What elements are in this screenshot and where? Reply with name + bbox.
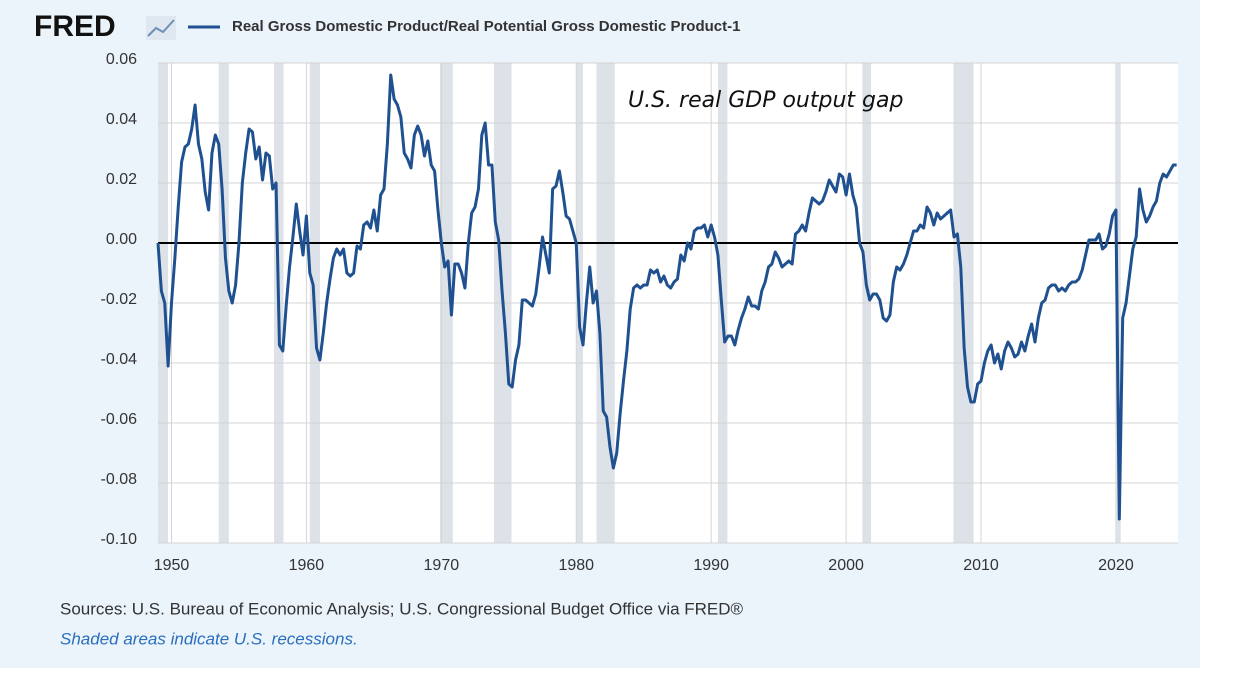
- x-tick-label: 1980: [558, 557, 594, 574]
- logo-icon: [146, 16, 176, 40]
- y-tick-label: 0.06: [106, 51, 137, 68]
- x-tick-label: 1950: [154, 557, 190, 574]
- y-tick-label: -0.02: [101, 291, 138, 308]
- series-line: [156, 73, 1177, 521]
- legend-label: Real Gross Domestic Product/Real Potenti…: [232, 18, 740, 35]
- x-tick-label: 1970: [424, 557, 460, 574]
- y-tick-label: 0.02: [106, 171, 137, 188]
- annotation: U.S. real GDP output gap: [628, 88, 903, 113]
- x-tick-label: 1960: [289, 557, 325, 574]
- recession-note[interactable]: Shaded areas indicate U.S. recessions.: [60, 629, 358, 648]
- grid: [158, 62, 1178, 544]
- y-tick-label: -0.06: [101, 411, 138, 428]
- x-tick-label: 2020: [1098, 557, 1134, 574]
- x-tick-label: 2010: [963, 557, 999, 574]
- y-tick-label: -0.10: [101, 531, 138, 548]
- sources: Sources: U.S. Bureau of Economic Analysi…: [60, 599, 744, 618]
- y-tick-label: 0.04: [106, 111, 137, 128]
- x-tick-label: 1990: [693, 557, 729, 574]
- y-tick-label: -0.08: [101, 471, 138, 488]
- y-tick-label: 0.00: [106, 231, 137, 248]
- logo: FRED: [34, 10, 116, 43]
- x-tick-label: 2000: [828, 557, 864, 574]
- y-tick-label: -0.04: [101, 351, 138, 368]
